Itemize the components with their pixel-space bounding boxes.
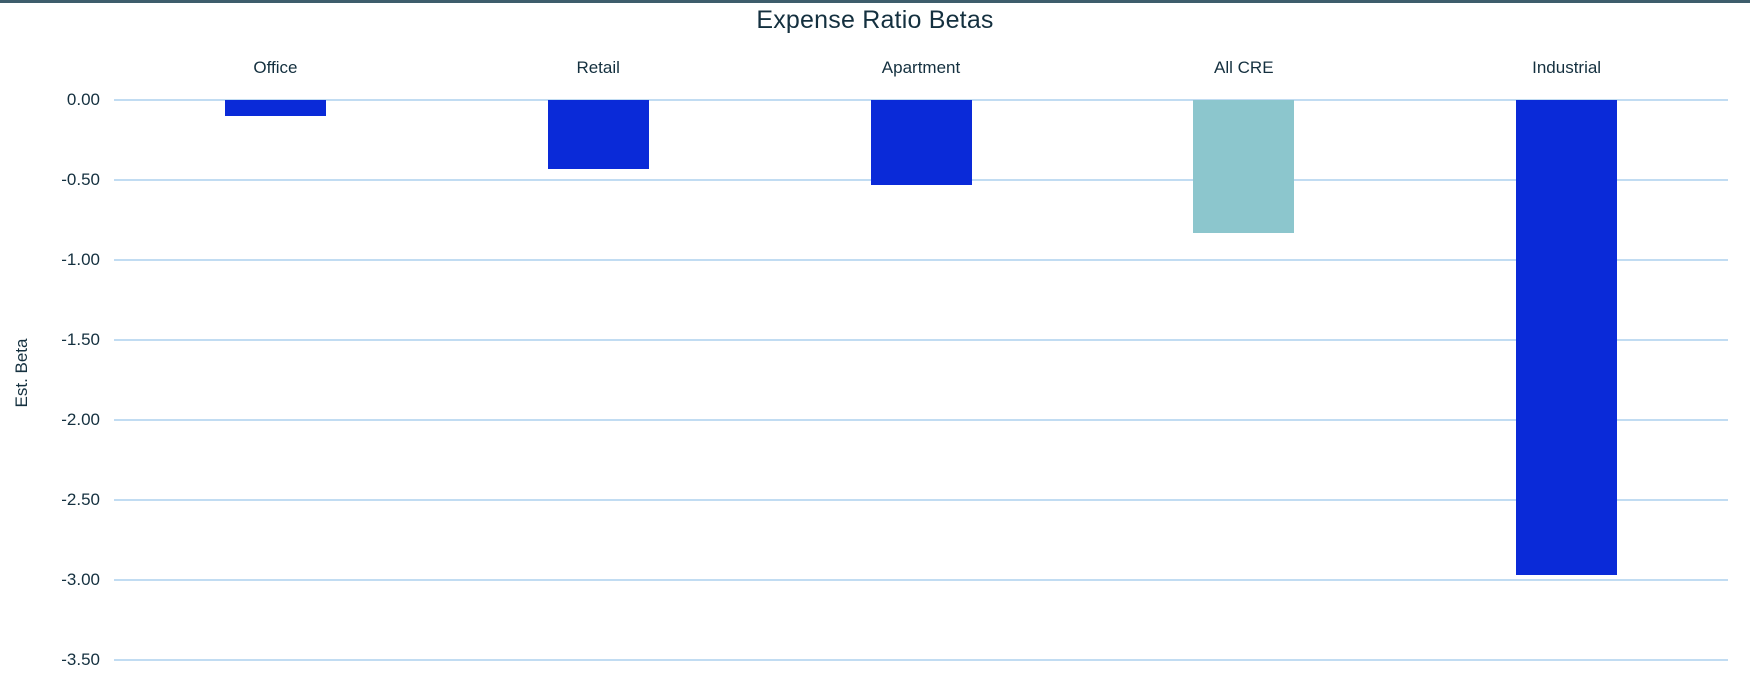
gridline bbox=[114, 419, 1728, 421]
gridline bbox=[114, 579, 1728, 581]
gridline bbox=[114, 339, 1728, 341]
bar-industrial bbox=[1516, 100, 1618, 576]
gridline bbox=[114, 499, 1728, 501]
y-tick-label: -1.00 bbox=[61, 250, 100, 269]
y-tick-label: -3.00 bbox=[61, 570, 100, 589]
y-tick-label: -2.50 bbox=[61, 490, 100, 509]
y-tick-label: 0.00 bbox=[66, 90, 100, 109]
category-label-all-cre: All CRE bbox=[1214, 58, 1274, 77]
gridline bbox=[114, 259, 1728, 261]
category-label-retail: Retail bbox=[576, 58, 620, 77]
chart-title: Expense Ratio Betas bbox=[756, 6, 994, 34]
bar-all-cre bbox=[1193, 100, 1295, 233]
y-tick-label: -3.50 bbox=[61, 650, 100, 669]
gridline bbox=[114, 659, 1728, 661]
bar-office bbox=[224, 100, 326, 116]
category-label-industrial: Industrial bbox=[1532, 58, 1602, 77]
y-tick-label: -2.00 bbox=[61, 410, 100, 429]
top-border-line bbox=[0, 0, 1750, 3]
y-tick-label: -0.50 bbox=[61, 170, 100, 189]
bar-apartment bbox=[870, 100, 972, 185]
bar-retail bbox=[547, 100, 649, 169]
y-tick-label: -1.50 bbox=[61, 330, 100, 349]
category-label-office: Office bbox=[253, 58, 298, 77]
category-label-apartment: Apartment bbox=[881, 58, 961, 77]
